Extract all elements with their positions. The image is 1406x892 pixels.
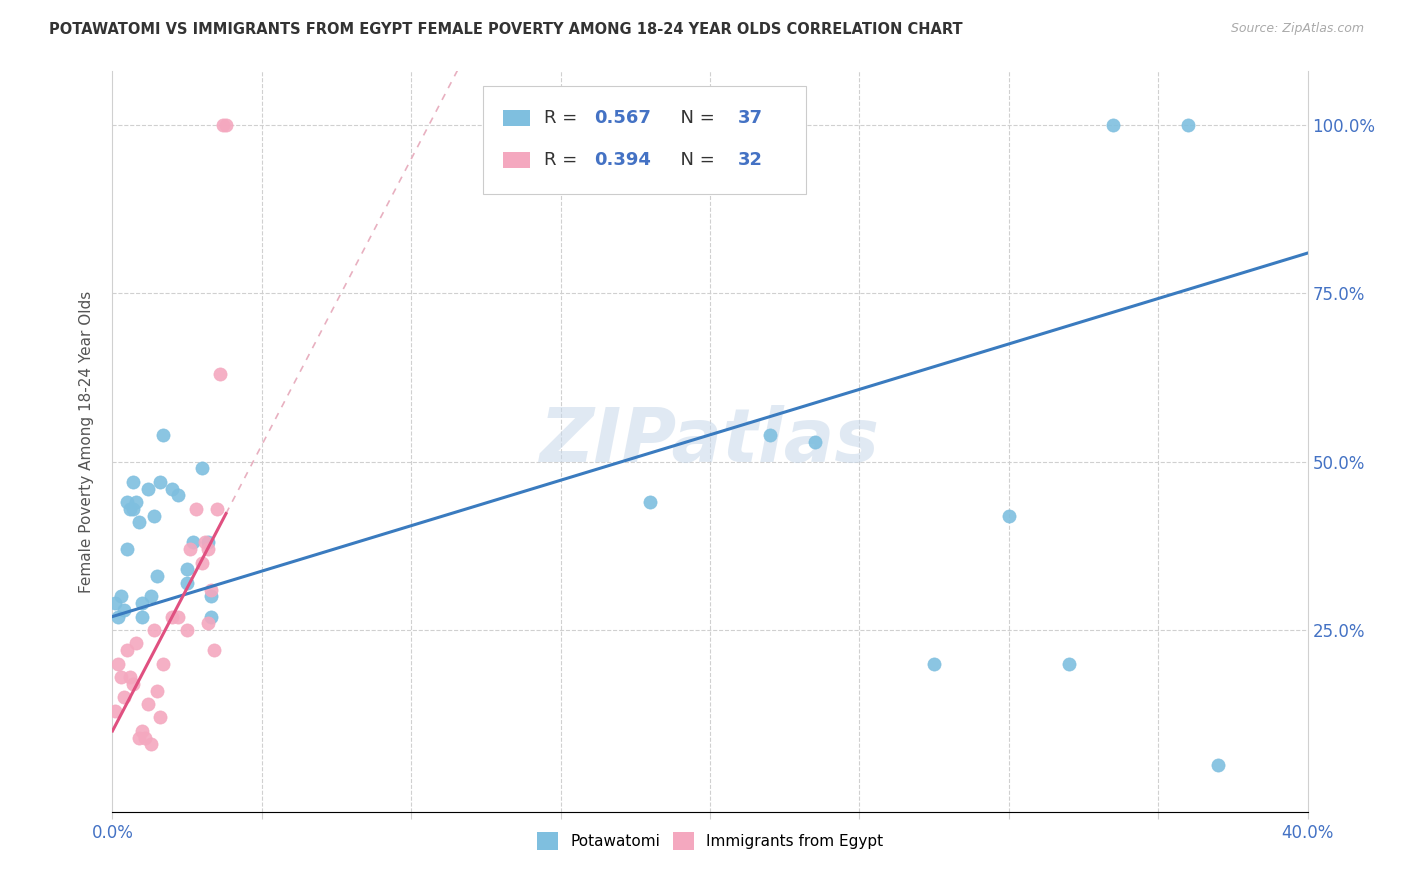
Point	[104, 596, 127, 610]
Point	[114, 690, 135, 705]
Point	[110, 670, 132, 684]
Text: 0.394: 0.394	[595, 152, 651, 169]
Point	[149, 710, 172, 724]
Point	[202, 643, 225, 657]
Point	[117, 542, 139, 557]
Point	[122, 677, 145, 691]
Point	[143, 623, 166, 637]
Point	[110, 590, 132, 604]
Point	[107, 609, 129, 624]
Point	[128, 516, 150, 530]
Point	[152, 427, 174, 442]
Point	[107, 657, 129, 671]
Point	[128, 731, 150, 745]
Point	[149, 475, 172, 489]
Point	[125, 636, 148, 650]
Point	[117, 495, 139, 509]
Point	[1177, 118, 1199, 132]
Text: POTAWATOMI VS IMMIGRANTS FROM EGYPT FEMALE POVERTY AMONG 18-24 YEAR OLDS CORRELA: POTAWATOMI VS IMMIGRANTS FROM EGYPT FEMA…	[49, 22, 963, 37]
Point	[197, 542, 219, 557]
Point	[138, 697, 160, 711]
Point	[200, 582, 222, 597]
Point	[176, 562, 198, 576]
Point	[120, 501, 142, 516]
Point	[197, 616, 219, 631]
FancyBboxPatch shape	[503, 152, 530, 169]
Point	[162, 609, 183, 624]
Point	[200, 590, 222, 604]
Text: 32: 32	[738, 152, 762, 169]
Point	[167, 488, 190, 502]
Point	[117, 643, 139, 657]
Text: N =: N =	[669, 109, 721, 127]
Point	[205, 501, 228, 516]
Point	[131, 596, 153, 610]
Point	[1057, 657, 1080, 671]
Point	[194, 535, 217, 549]
Point	[134, 731, 156, 745]
Point	[215, 118, 238, 132]
Point	[212, 118, 235, 132]
Point	[131, 723, 153, 738]
Text: R =: R =	[544, 152, 583, 169]
Point	[1102, 118, 1125, 132]
Point	[176, 575, 198, 590]
Point	[209, 368, 232, 382]
Text: R =: R =	[544, 109, 583, 127]
Point	[125, 495, 148, 509]
Point	[138, 482, 160, 496]
Point	[186, 501, 208, 516]
Point	[143, 508, 166, 523]
Text: 37: 37	[738, 109, 762, 127]
Y-axis label: Female Poverty Among 18-24 Year Olds: Female Poverty Among 18-24 Year Olds	[79, 291, 94, 592]
Point	[152, 657, 174, 671]
Point	[181, 535, 204, 549]
Point	[114, 603, 135, 617]
Point	[998, 508, 1021, 523]
Point	[803, 434, 825, 449]
FancyBboxPatch shape	[484, 87, 806, 194]
Point	[197, 535, 219, 549]
Point	[122, 475, 145, 489]
Point	[120, 670, 142, 684]
Point	[759, 427, 782, 442]
Point	[191, 556, 214, 570]
Point	[922, 657, 945, 671]
Text: ZIPatlas: ZIPatlas	[540, 405, 880, 478]
Text: N =: N =	[669, 152, 721, 169]
Legend: Potawatomi, Immigrants from Egypt: Potawatomi, Immigrants from Egypt	[530, 826, 890, 856]
Point	[176, 623, 198, 637]
Point	[191, 461, 214, 475]
Point	[146, 569, 169, 583]
Point	[179, 542, 201, 557]
FancyBboxPatch shape	[503, 110, 530, 126]
Point	[146, 683, 169, 698]
Point	[640, 495, 662, 509]
Point	[200, 609, 222, 624]
Point	[167, 609, 190, 624]
Text: 0.567: 0.567	[595, 109, 651, 127]
Point	[162, 482, 183, 496]
Point	[141, 738, 163, 752]
Text: Source: ZipAtlas.com: Source: ZipAtlas.com	[1230, 22, 1364, 36]
Point	[104, 704, 127, 718]
Point	[122, 501, 145, 516]
Point	[131, 609, 153, 624]
Point	[1206, 757, 1229, 772]
Point	[141, 590, 163, 604]
